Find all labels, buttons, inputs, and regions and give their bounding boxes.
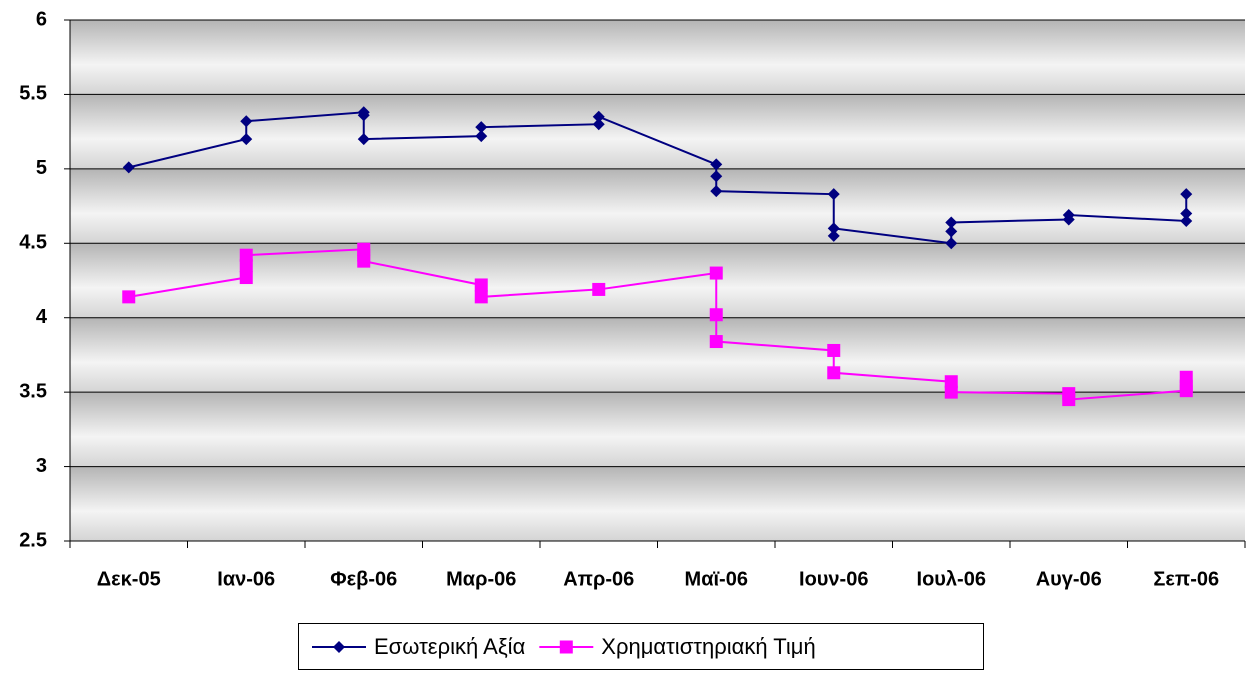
legend-label: Χρηματιστηριακή Τιμή — [601, 634, 815, 659]
x-tick-label: Ιαν-06 — [217, 568, 275, 590]
data-point — [710, 185, 723, 198]
x-tick-label: Φεβ-06 — [330, 568, 397, 590]
legend-label: Εσωτερική Αξία — [374, 634, 526, 659]
data-point — [240, 133, 253, 146]
data-point — [827, 343, 841, 357]
data-point — [592, 282, 606, 296]
data-point — [827, 229, 840, 242]
plot-band — [70, 20, 1245, 95]
y-tick-label: 3 — [36, 455, 47, 477]
x-tick-label: Μαϊ-06 — [685, 568, 748, 590]
y-tick-label: 6 — [36, 8, 47, 30]
legend-box — [298, 623, 984, 670]
data-point — [1179, 379, 1193, 393]
data-point — [474, 278, 488, 292]
data-point — [945, 216, 958, 229]
y-tick-label: 4.5 — [19, 232, 47, 254]
data-point — [239, 271, 253, 285]
data-point — [827, 366, 841, 380]
y-tick-label: 2.5 — [19, 529, 47, 551]
data-point — [1062, 209, 1075, 222]
data-point — [827, 188, 840, 201]
data-point — [710, 170, 723, 183]
data-point — [592, 110, 605, 123]
data-point — [357, 109, 370, 122]
x-tick-label: Ιουν-06 — [799, 568, 868, 590]
x-tick-label: Μαρ-06 — [446, 568, 516, 590]
data-point — [1062, 393, 1076, 407]
data-point — [240, 115, 253, 128]
data-point — [475, 130, 488, 143]
data-point — [1180, 214, 1193, 227]
y-tick-label: 5.5 — [19, 83, 47, 105]
plot-band — [70, 168, 1245, 244]
data-point — [1180, 188, 1193, 201]
data-point — [357, 254, 371, 268]
data-point — [827, 222, 840, 235]
data-point — [239, 248, 253, 262]
plot-band — [70, 94, 1245, 169]
data-point — [239, 259, 253, 273]
x-tick-label: Αυγ-06 — [1036, 568, 1102, 590]
data-point — [710, 158, 723, 171]
data-point — [945, 225, 958, 238]
data-point — [357, 133, 370, 146]
x-tick-label: Σεπ-06 — [1153, 568, 1219, 590]
data-point — [944, 375, 958, 389]
x-tick-label: Δεκ-05 — [97, 568, 161, 590]
y-tick-label: 3.5 — [19, 380, 47, 402]
data-point — [709, 335, 723, 349]
legend-marker — [559, 640, 573, 654]
plot-band — [70, 317, 1245, 393]
data-point — [709, 266, 723, 280]
x-tick-label: Ιουλ-06 — [917, 568, 986, 590]
data-point — [1180, 207, 1193, 220]
plot-band — [70, 392, 1245, 467]
data-point — [945, 237, 958, 250]
x-tick-label: Απρ-06 — [563, 568, 634, 590]
data-point — [122, 290, 136, 304]
data-point — [122, 161, 135, 174]
data-point — [474, 290, 488, 304]
y-tick-label: 5 — [36, 157, 47, 179]
data-point — [944, 385, 958, 399]
plot-band — [70, 466, 1245, 541]
data-point — [592, 118, 605, 131]
data-point — [475, 121, 488, 134]
legend-marker — [333, 641, 345, 653]
data-point — [709, 308, 723, 322]
y-tick-label: 4 — [36, 306, 48, 328]
